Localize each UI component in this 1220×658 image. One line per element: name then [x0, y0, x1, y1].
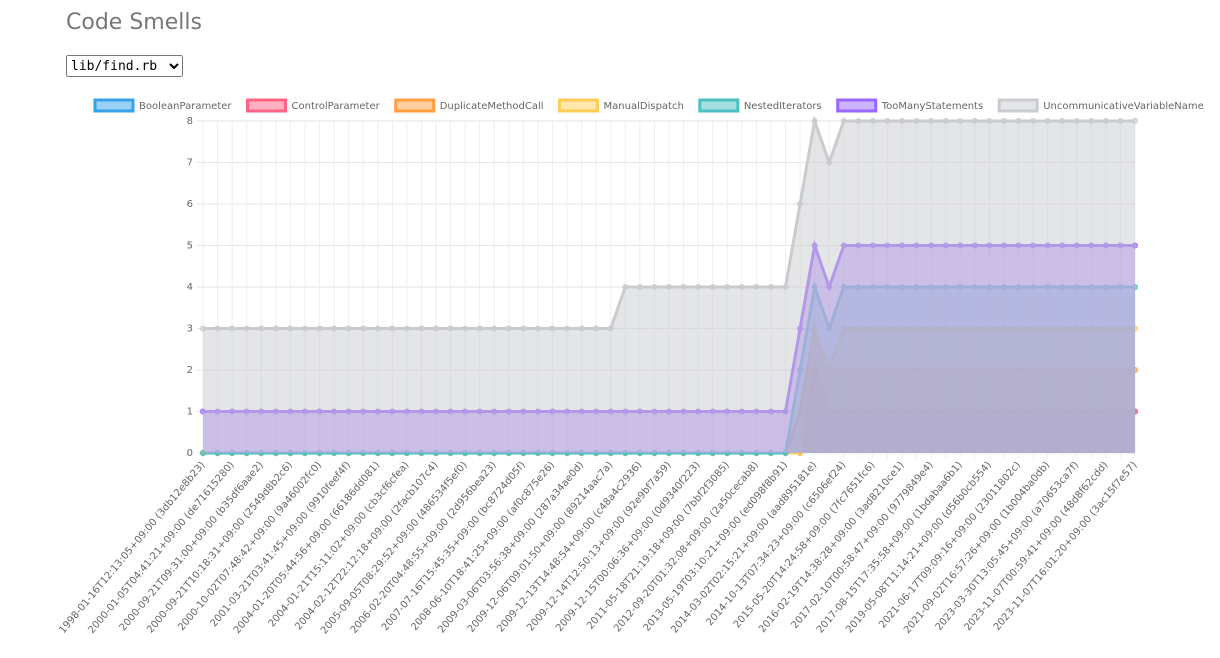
y-tick-label: 0 — [187, 448, 193, 459]
data-point — [767, 284, 774, 290]
legend-swatch — [558, 98, 600, 113]
data-point — [1073, 118, 1080, 124]
legend-label: UncommunicativeVariableName — [1043, 101, 1204, 112]
data-point — [913, 118, 920, 124]
data-point — [316, 325, 323, 332]
data-point — [869, 118, 876, 124]
data-point — [1030, 118, 1037, 124]
legend-label: DuplicateMethodCall — [440, 101, 544, 112]
data-point — [214, 325, 221, 332]
data-point — [462, 325, 469, 332]
y-tick-label: 8 — [187, 116, 193, 127]
y-tick-label: 2 — [187, 365, 193, 376]
legend-swatch — [698, 98, 740, 113]
legend-label: BooleanParameter — [139, 101, 232, 112]
data-point — [607, 325, 614, 332]
data-point — [374, 325, 381, 332]
data-point — [345, 325, 352, 332]
data-point — [229, 325, 236, 332]
data-point — [1059, 118, 1066, 124]
data-point — [360, 325, 367, 332]
data-point — [1015, 118, 1022, 124]
data-point — [549, 325, 556, 332]
data-point — [301, 325, 308, 332]
data-point — [389, 325, 396, 332]
data-point — [447, 325, 454, 332]
data-point — [491, 325, 498, 332]
data-point — [578, 325, 585, 332]
data-point — [418, 325, 425, 332]
data-point — [986, 118, 993, 124]
data-point — [840, 118, 847, 124]
data-point — [695, 284, 702, 290]
data-point — [403, 325, 410, 332]
data-point — [593, 325, 600, 332]
data-point — [1117, 118, 1124, 124]
data-point — [1000, 118, 1007, 124]
data-point — [505, 325, 512, 332]
data-point — [200, 325, 206, 332]
legend-swatch — [997, 98, 1039, 113]
data-point — [651, 284, 658, 290]
y-tick-label: 1 — [187, 407, 193, 418]
data-point — [258, 325, 265, 332]
data-point — [855, 118, 862, 124]
data-point — [738, 284, 745, 290]
data-point — [520, 325, 527, 332]
file-select[interactable]: lib/find.rb — [66, 55, 183, 77]
legend-label: NestedIterators — [744, 101, 822, 112]
legend-swatch — [246, 98, 288, 113]
data-point — [1088, 118, 1095, 124]
data-point — [534, 325, 541, 332]
legend-swatch — [836, 98, 878, 113]
data-point — [709, 284, 716, 290]
page-title: Code Smells — [66, 10, 202, 35]
y-tick-label: 5 — [187, 241, 193, 252]
legend-swatch — [394, 98, 436, 113]
data-point — [331, 325, 338, 332]
data-point — [243, 325, 250, 332]
data-point — [753, 284, 760, 290]
data-point — [272, 325, 279, 332]
y-tick-label: 7 — [187, 158, 193, 169]
data-point — [826, 159, 833, 166]
data-point — [899, 118, 905, 124]
data-point — [564, 325, 571, 332]
data-point — [1044, 118, 1051, 124]
data-point — [622, 284, 629, 290]
data-point — [971, 118, 978, 124]
data-point — [942, 118, 949, 124]
data-point — [928, 118, 935, 124]
legend-label: ControlParameter — [292, 101, 381, 112]
data-point — [1132, 118, 1138, 124]
data-point — [957, 118, 964, 124]
data-point — [476, 325, 483, 332]
data-point — [724, 284, 731, 290]
legend: BooleanParameter ControlParameter Duplicat… — [93, 98, 1204, 113]
data-point — [782, 284, 789, 290]
legend-swatch — [93, 98, 135, 113]
data-point — [666, 284, 672, 290]
data-point — [884, 118, 891, 124]
legend-label: TooManyStatements — [881, 101, 984, 112]
data-point — [811, 118, 818, 124]
y-tick-label: 3 — [187, 324, 193, 335]
data-point — [433, 325, 439, 332]
y-tick-label: 6 — [187, 199, 193, 210]
data-point — [680, 284, 687, 290]
legend-label: ManualDispatch — [604, 101, 684, 112]
data-point — [287, 325, 294, 332]
data-point — [1102, 118, 1109, 124]
y-tick-label: 4 — [187, 282, 193, 293]
data-point — [797, 201, 804, 207]
data-point — [636, 284, 643, 290]
